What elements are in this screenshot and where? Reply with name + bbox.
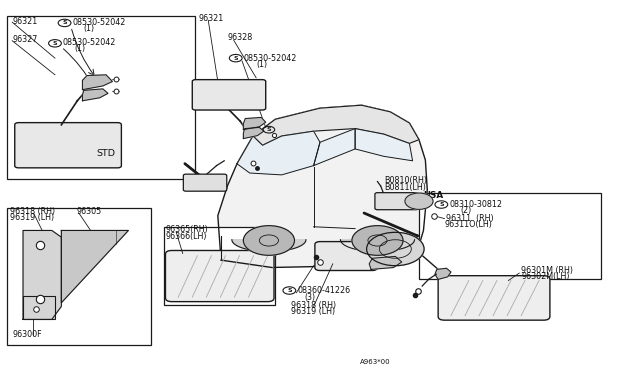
Polygon shape — [83, 89, 108, 101]
Text: (1): (1) — [84, 24, 95, 33]
Text: (1): (1) — [74, 44, 85, 53]
Polygon shape — [253, 105, 419, 145]
Bar — [419, 193, 601, 279]
Text: 96319 (LH): 96319 (LH) — [10, 213, 54, 222]
Text: 08360-41226: 08360-41226 — [298, 286, 351, 295]
Bar — [23, 296, 55, 320]
Circle shape — [352, 226, 403, 255]
Text: S: S — [62, 20, 67, 25]
Text: S: S — [287, 288, 292, 293]
Text: (1): (1) — [256, 60, 268, 69]
Polygon shape — [23, 231, 61, 320]
Text: 96311O(LH): 96311O(LH) — [445, 220, 492, 229]
Text: 96321: 96321 — [12, 17, 37, 26]
Text: S: S — [267, 127, 271, 132]
Text: A963*00: A963*00 — [360, 359, 390, 365]
Text: 96300F: 96300F — [12, 330, 42, 340]
Text: B0810(RH): B0810(RH) — [384, 176, 427, 185]
Text: STD: STD — [97, 149, 115, 158]
Text: USA: USA — [424, 191, 444, 200]
Polygon shape — [355, 129, 413, 161]
Text: 96366(LH): 96366(LH) — [166, 231, 207, 241]
Text: 96319 (LH): 96319 (LH) — [291, 307, 335, 316]
Circle shape — [243, 226, 294, 255]
Text: 08530-52042: 08530-52042 — [72, 18, 125, 27]
Circle shape — [405, 193, 433, 209]
Polygon shape — [340, 240, 415, 251]
Text: S: S — [439, 202, 444, 207]
Polygon shape — [61, 231, 129, 303]
Polygon shape — [314, 129, 355, 166]
FancyBboxPatch shape — [15, 123, 122, 168]
Text: 96301M (RH): 96301M (RH) — [521, 266, 573, 275]
Text: 96318 (RH): 96318 (RH) — [10, 207, 56, 216]
FancyBboxPatch shape — [438, 276, 550, 320]
Bar — [164, 227, 275, 305]
Text: 96321: 96321 — [198, 14, 224, 23]
FancyBboxPatch shape — [183, 174, 227, 191]
Polygon shape — [243, 128, 264, 138]
Text: 96328: 96328 — [227, 33, 253, 42]
Text: (2): (2) — [461, 206, 472, 215]
Text: S: S — [234, 56, 238, 61]
Polygon shape — [218, 105, 428, 267]
Text: B0811(LH): B0811(LH) — [384, 183, 426, 192]
Text: 96365(RH): 96365(RH) — [166, 225, 208, 234]
Bar — [7, 16, 195, 179]
Polygon shape — [83, 75, 113, 90]
Text: 08310-30812: 08310-30812 — [450, 200, 502, 209]
Bar — [7, 208, 151, 345]
Polygon shape — [232, 240, 306, 251]
Text: (3): (3) — [304, 293, 315, 302]
Circle shape — [367, 232, 424, 266]
Text: 96305: 96305 — [76, 207, 101, 216]
FancyBboxPatch shape — [192, 80, 266, 110]
FancyBboxPatch shape — [315, 241, 378, 270]
FancyBboxPatch shape — [166, 250, 274, 302]
Text: 08530-52042: 08530-52042 — [63, 38, 116, 47]
Text: S: S — [52, 41, 58, 46]
Text: 96327: 96327 — [12, 35, 38, 44]
Text: 96311  (RH): 96311 (RH) — [447, 214, 494, 223]
Text: 96318 (RH): 96318 (RH) — [291, 301, 337, 310]
Polygon shape — [369, 256, 402, 269]
Polygon shape — [243, 118, 266, 130]
Text: 96302M(LH): 96302M(LH) — [521, 272, 570, 281]
FancyBboxPatch shape — [375, 193, 419, 210]
Text: 08530-52042: 08530-52042 — [243, 54, 297, 62]
Polygon shape — [237, 131, 320, 175]
Polygon shape — [435, 268, 451, 279]
